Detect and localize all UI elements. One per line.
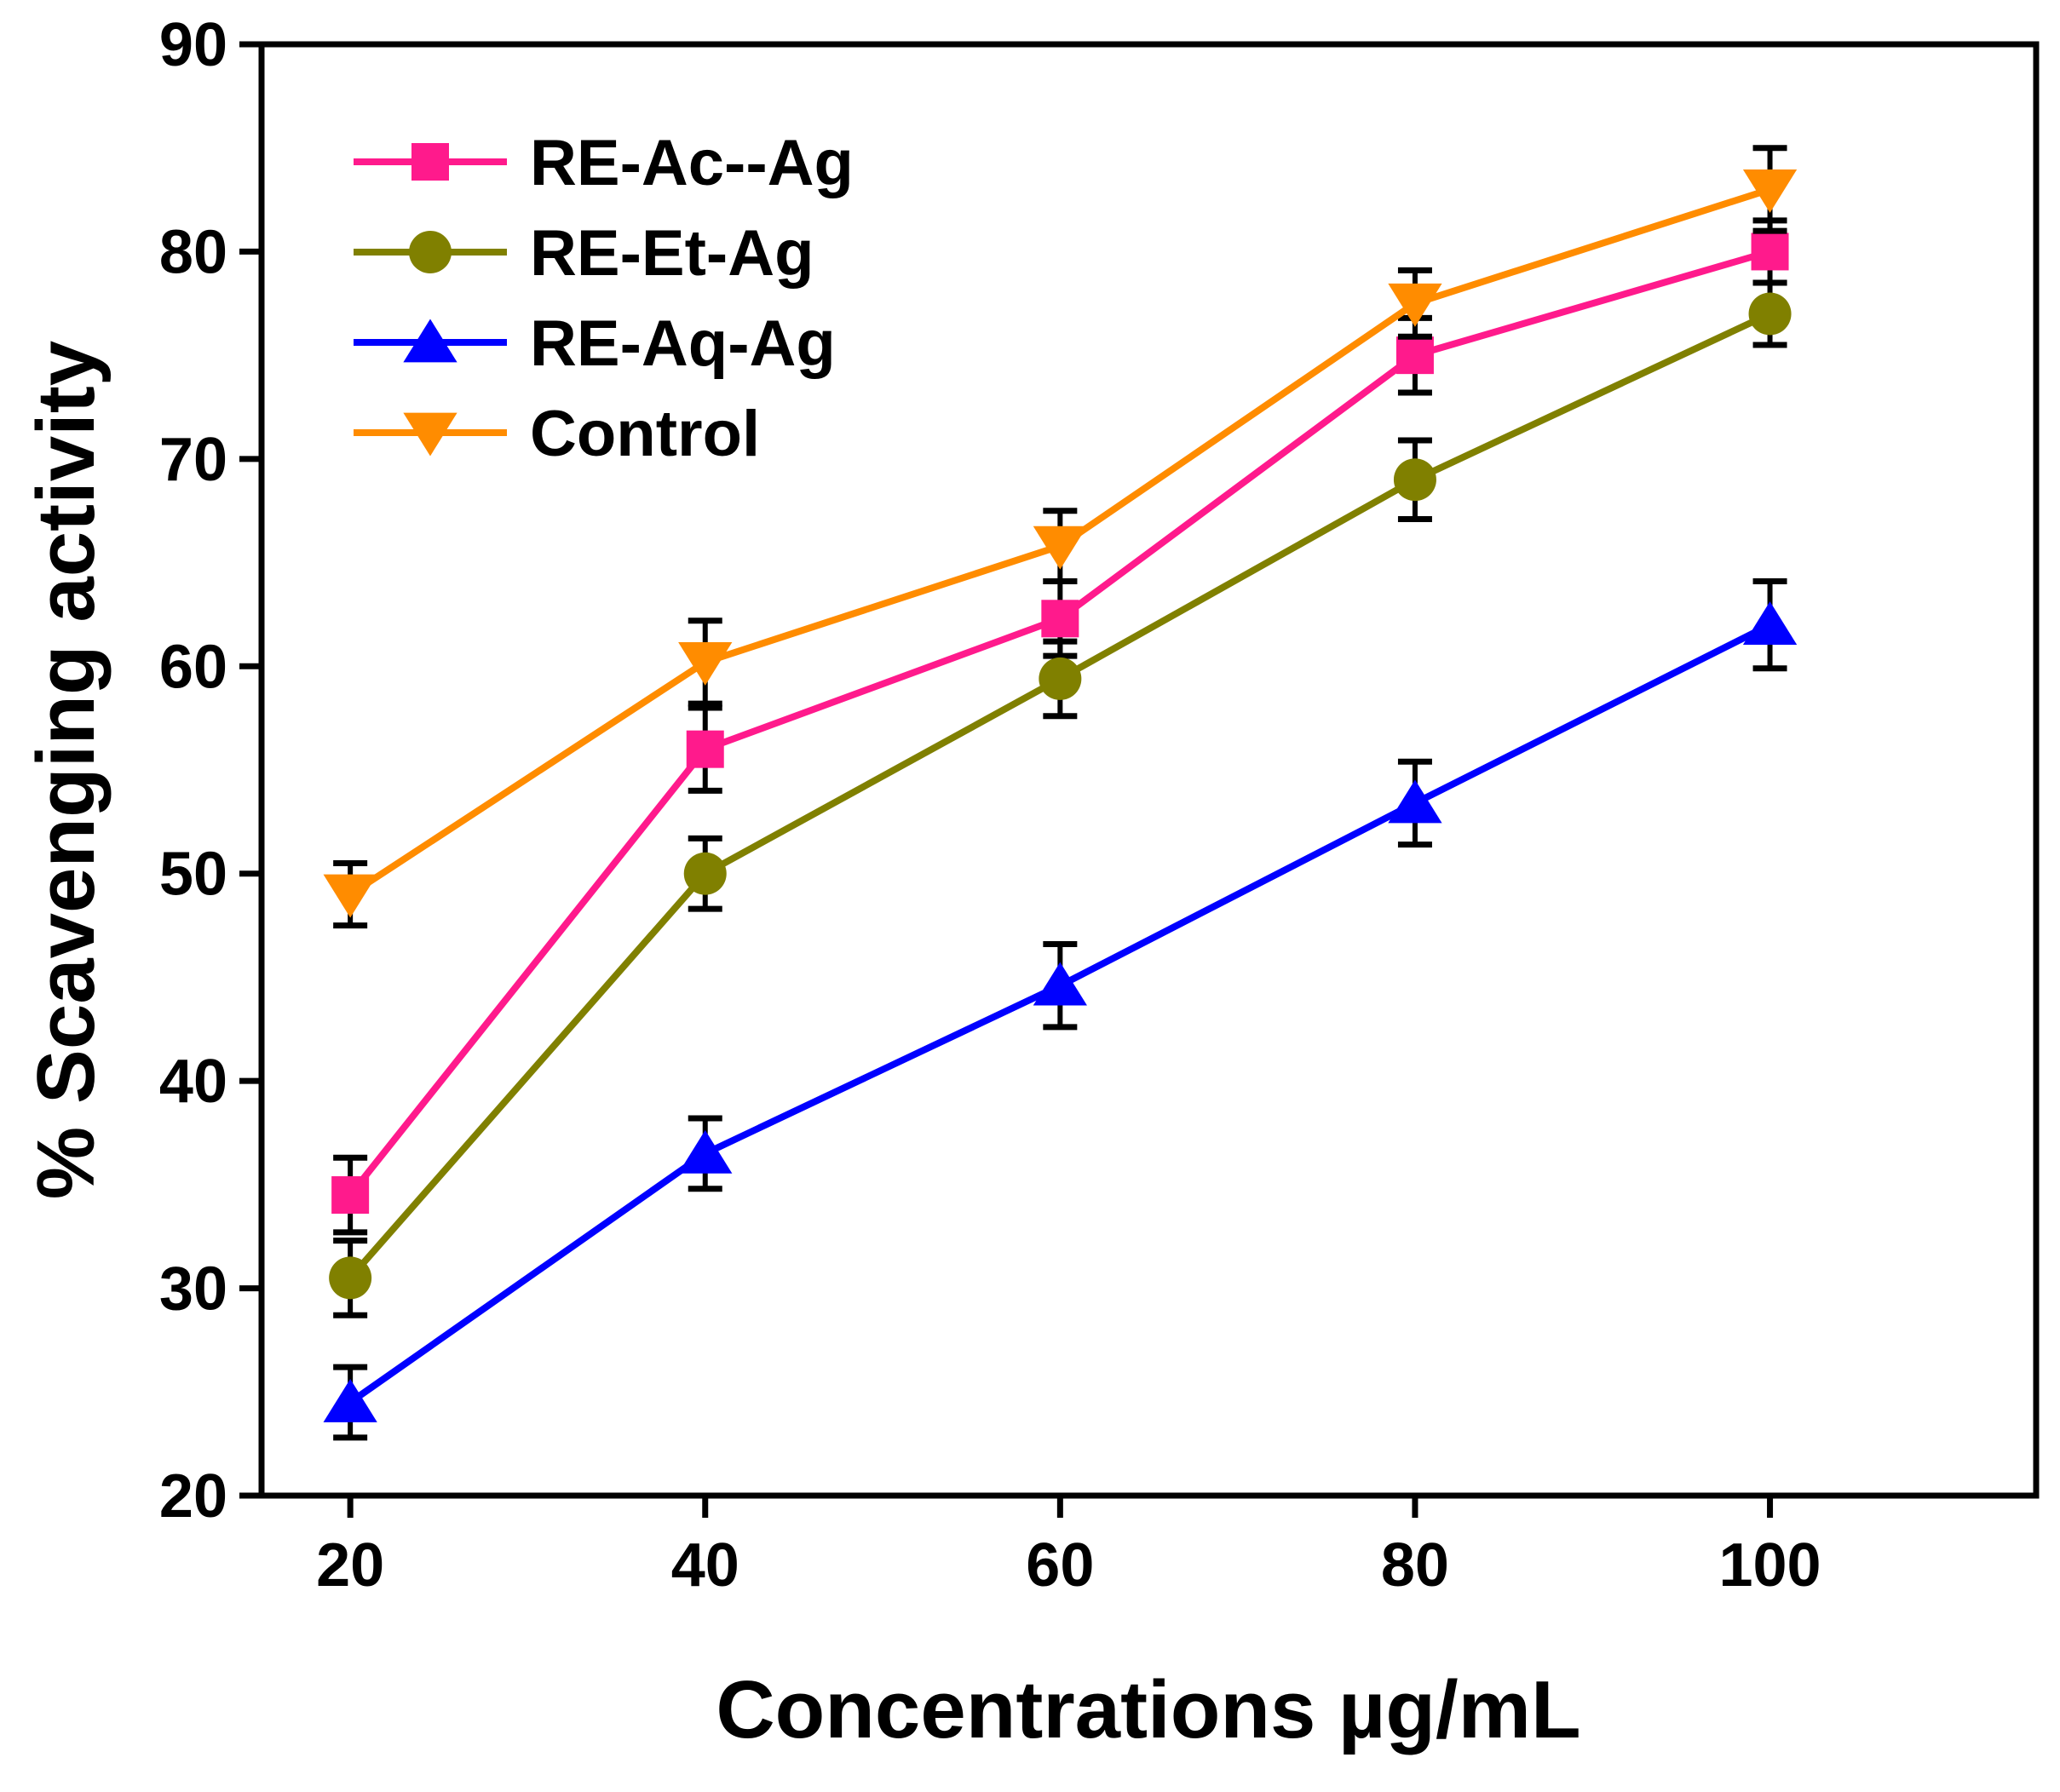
- y-tick-label: 70: [159, 426, 227, 494]
- legend-item: RE-Ac--Ag: [354, 127, 854, 199]
- data-point: [1393, 458, 1436, 502]
- data-point: [1033, 962, 1087, 1006]
- data-point: [678, 1129, 733, 1174]
- legend-item: RE-Aq-Ag: [354, 307, 836, 380]
- y-tick-label: 80: [159, 218, 227, 286]
- x-tick-label: 80: [1381, 1531, 1449, 1600]
- y-tick-label: 20: [159, 1462, 227, 1531]
- data-point: [1388, 779, 1442, 824]
- series-layer: [323, 145, 1798, 1441]
- y-tick-label: 30: [159, 1255, 227, 1324]
- y-tick-label: 50: [159, 841, 227, 909]
- series-Control: [323, 145, 1798, 929]
- data-point: [323, 1378, 377, 1422]
- data-point: [1751, 233, 1789, 271]
- y-axis: 20 30 40 50 60 70 80 90: [159, 11, 262, 1531]
- y-tick-label: 60: [159, 633, 227, 701]
- data-point: [686, 730, 724, 768]
- data-point: [1395, 336, 1434, 375]
- data-point: [1748, 292, 1792, 336]
- data-point: [1742, 601, 1798, 645]
- legend-marker: [403, 319, 457, 363]
- legend-label: Control: [530, 398, 760, 470]
- y-axis-title: % Scavenging activity: [20, 341, 112, 1199]
- x-tick-label: 100: [1718, 1531, 1821, 1600]
- data-point: [323, 874, 377, 918]
- x-axis-title: Concentrations µg/mL: [716, 1664, 1580, 1755]
- data-point: [331, 1176, 370, 1215]
- legend-label: RE-Aq-Ag: [530, 307, 836, 380]
- legend-marker: [403, 412, 457, 457]
- data-point: [329, 1256, 372, 1300]
- data-point: [1041, 600, 1079, 638]
- legend-label: RE-Ac--Ag: [530, 127, 854, 199]
- y-tick-label: 40: [159, 1048, 227, 1116]
- plot-frame: [258, 41, 2040, 1499]
- data-point: [1033, 526, 1087, 570]
- legend-marker: [411, 143, 449, 181]
- x-tick-label: 20: [316, 1531, 384, 1600]
- data-point: [678, 642, 733, 686]
- series-RE-Et-Ag: [329, 279, 1792, 1318]
- x-axis: 20 40 60 80 100: [316, 1496, 1821, 1600]
- legend-marker: [409, 231, 452, 273]
- series-RE-Aq-Ag: [323, 577, 1798, 1441]
- series-line: [348, 248, 1771, 1198]
- x-tick-label: 40: [671, 1531, 739, 1600]
- legend-label: RE-Et-Ag: [530, 217, 814, 290]
- legend-item: RE-Et-Ag: [354, 217, 814, 290]
- y-tick-label: 90: [159, 11, 227, 79]
- data-point: [1388, 283, 1442, 327]
- x-tick-label: 60: [1026, 1531, 1094, 1600]
- data-point: [1039, 657, 1082, 700]
- data-point: [683, 852, 727, 895]
- legend-item: Control: [354, 398, 760, 470]
- legend: RE-Ac--Ag RE-Et-Ag RE-Aq-Ag Control: [354, 127, 854, 470]
- data-point: [1742, 169, 1798, 213]
